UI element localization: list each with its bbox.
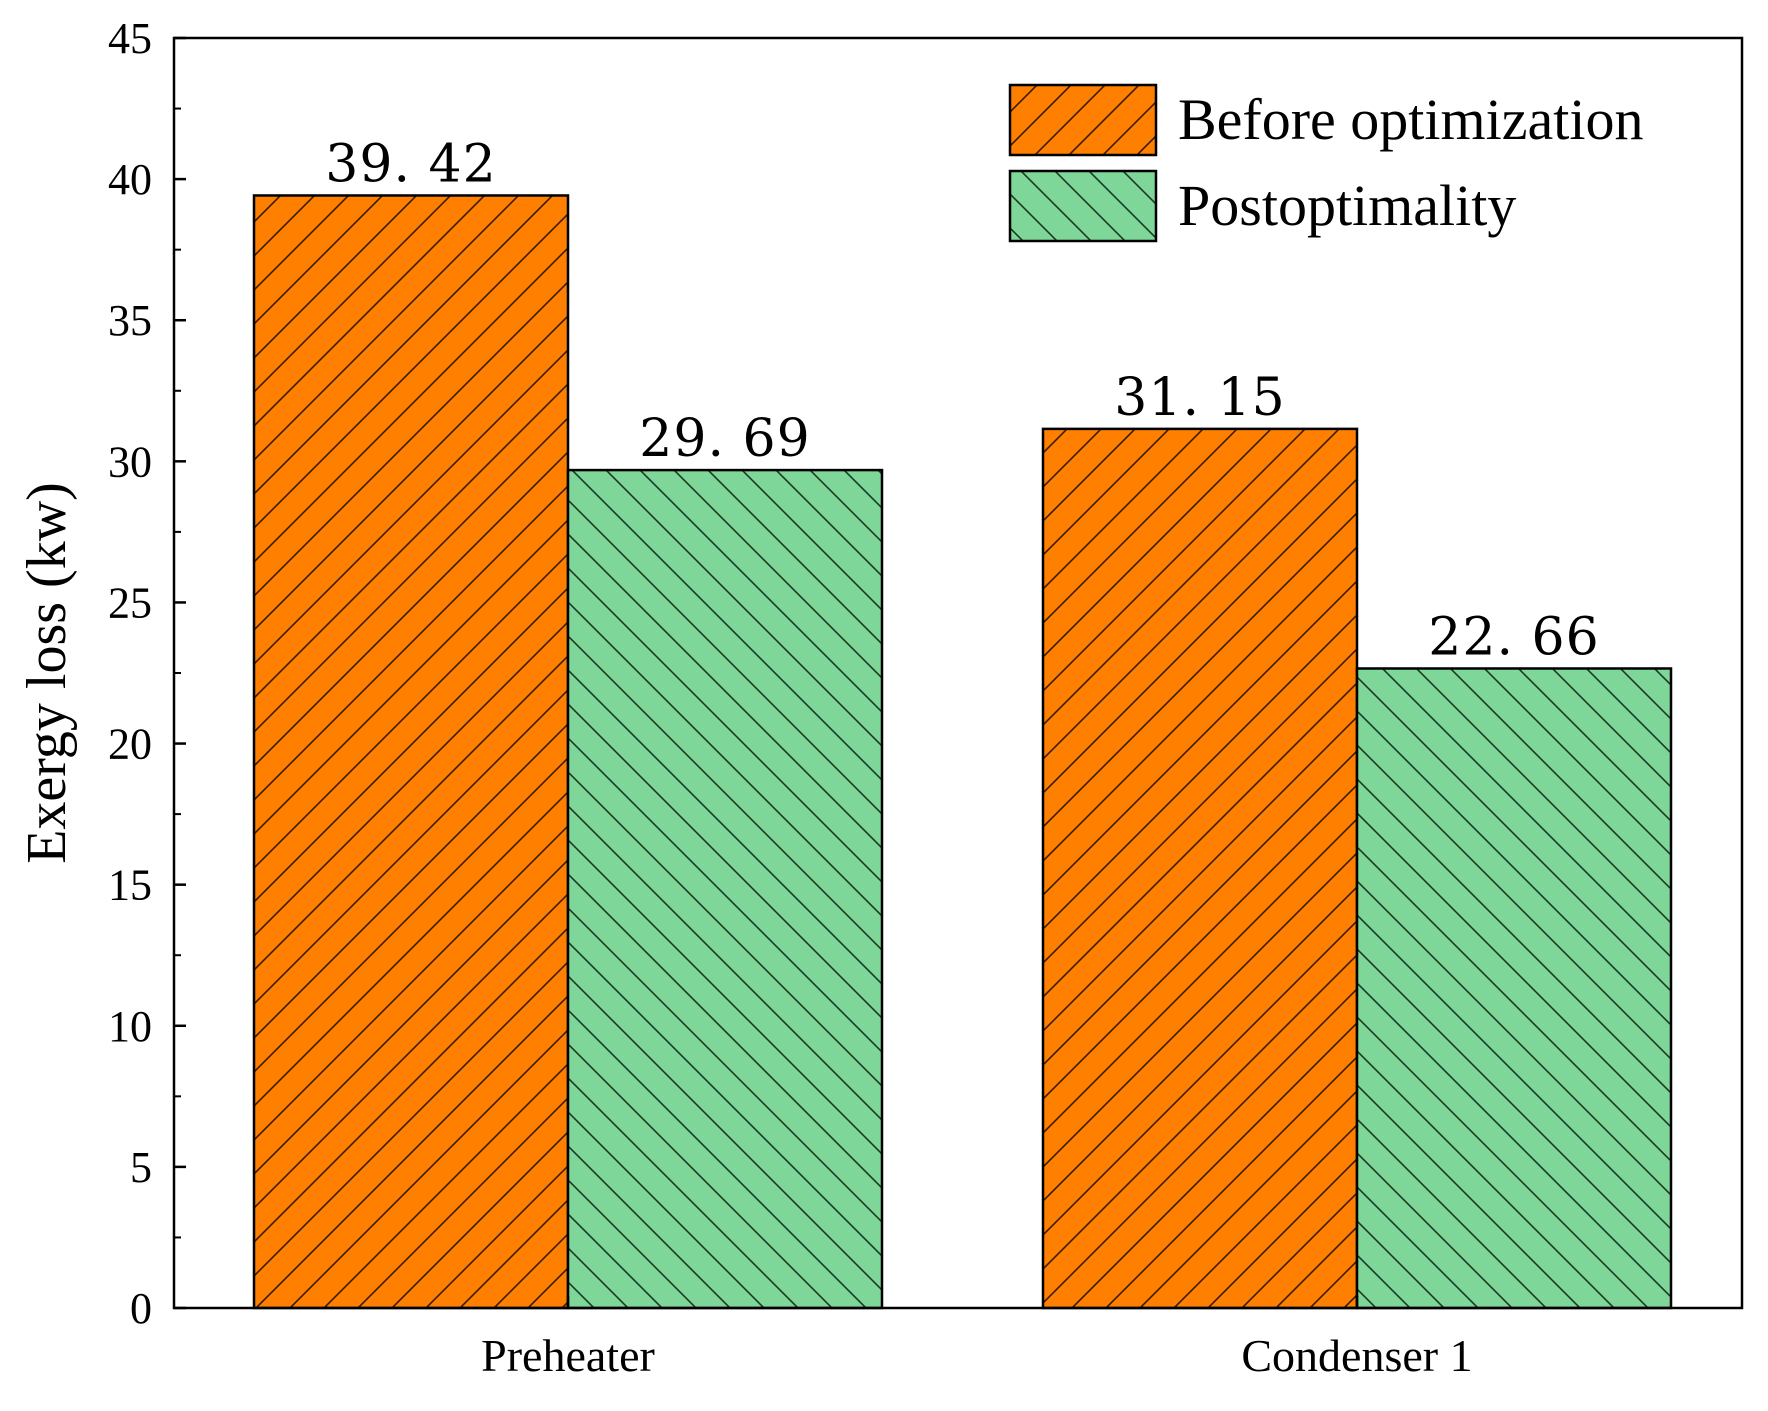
y-tick-label: 45 — [108, 14, 152, 63]
y-axis-title: Exergy loss (kw) — [16, 482, 78, 864]
legend-label: Postoptimality — [1178, 173, 1516, 238]
legend-swatch-before — [1008, 83, 1158, 157]
legend-swatch-post — [1008, 169, 1158, 243]
y-tick-label: 30 — [108, 437, 152, 486]
y-tick-label: 20 — [108, 720, 152, 769]
bar-before-condenser-1 — [1041, 427, 1359, 1310]
bar-before-preheater — [252, 194, 570, 1310]
y-tick-label: 15 — [108, 861, 152, 910]
x-tick-label: Preheater — [481, 1330, 655, 1381]
y-tick-label: 35 — [108, 296, 152, 345]
y-tick-label: 0 — [130, 1284, 152, 1333]
y-tick-label: 5 — [130, 1143, 152, 1192]
data-label: 29. 69 — [639, 409, 810, 469]
y-tick-label: 25 — [108, 578, 152, 627]
data-label: 39. 42 — [325, 134, 496, 194]
x-tick-label: Condenser 1 — [1241, 1330, 1472, 1381]
y-tick-label: 40 — [108, 155, 152, 204]
data-label: 22. 66 — [1428, 607, 1599, 667]
legend-label: Before optimization — [1178, 87, 1643, 152]
bar-post-preheater — [566, 468, 884, 1310]
data-label: 31. 15 — [1114, 368, 1285, 428]
bar-post-condenser-1 — [1355, 667, 1673, 1310]
y-tick-label: 10 — [108, 1002, 152, 1051]
